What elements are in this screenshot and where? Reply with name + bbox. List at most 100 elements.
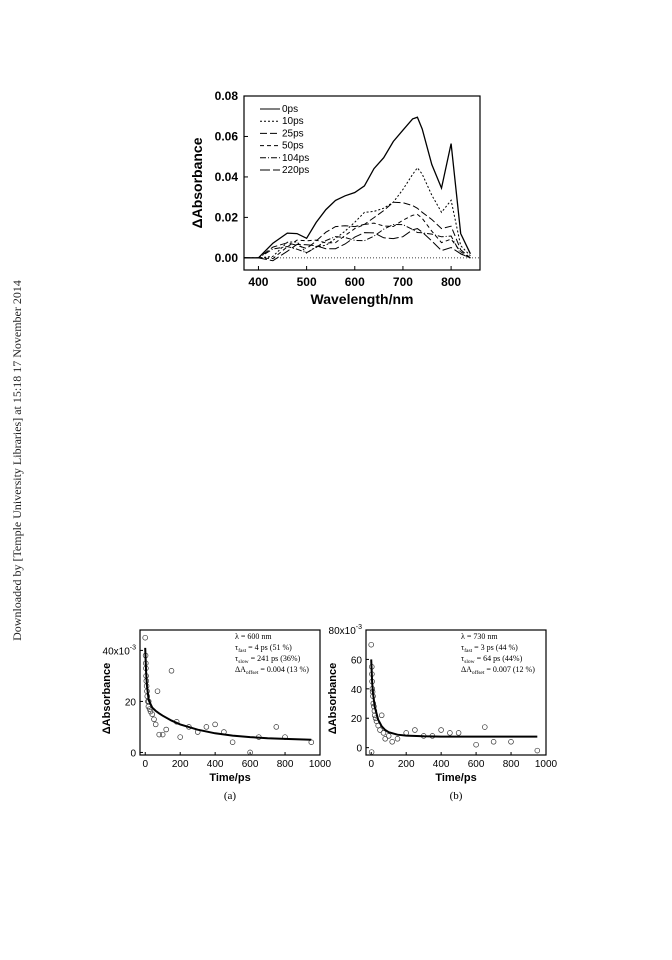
data-point (377, 727, 383, 733)
annotation-wavelength: λ = 730 nm (461, 632, 498, 641)
x-tick-label: 0 (368, 759, 374, 770)
annotation-subscript: offset (472, 669, 485, 676)
legend-label: 0ps (282, 104, 298, 115)
data-point (482, 724, 488, 730)
y-tick-label: 60 (351, 655, 363, 666)
x-tick-label: 800 (277, 759, 294, 770)
fit-curve (144, 647, 312, 741)
series-line-220ps (244, 228, 471, 262)
y-tick-label: 0 (130, 748, 136, 759)
download-watermark-text: Downloaded by [Temple University Librari… (9, 279, 24, 641)
x-tick-label: 1000 (535, 759, 558, 770)
data-point (382, 736, 388, 742)
annotation-value: = 4 ps (51 %) (246, 643, 292, 652)
data-point (412, 727, 418, 733)
series-line-0ps (244, 116, 471, 259)
annotation-value: = 0.004 (13 %) (258, 665, 309, 674)
legend-label: 50ps (282, 141, 304, 152)
data-point (212, 721, 218, 728)
x-tick-label: 800 (503, 759, 520, 770)
data-point (163, 726, 169, 733)
y-axis-title: ΔAbsorbance (101, 663, 113, 734)
series-line-104ps (244, 223, 471, 259)
data-point (380, 730, 387, 736)
y-axis-title: ΔAbsorbance (189, 137, 205, 228)
data-point (151, 716, 157, 723)
x-tick-label: 200 (398, 759, 415, 770)
data-point (378, 712, 385, 719)
annotation-tau-fast: τfast = 3 ps (44 %) (461, 643, 518, 654)
x-tick-label: 500 (297, 275, 317, 289)
data-point (203, 724, 210, 730)
y-tick-label: 20 (351, 714, 363, 725)
y-exponent: -3 (356, 624, 362, 631)
data-point (273, 724, 280, 730)
fit-curve (370, 659, 538, 738)
y-tick-label: 40x10-3 (103, 644, 137, 657)
y-tick-label: 0.04 (215, 170, 239, 184)
data-point (146, 706, 153, 712)
figure-caption: (b) (450, 790, 463, 802)
x-axis-title: Wavelength/nm (311, 291, 414, 307)
annotation-subscript: offset (246, 669, 259, 676)
annotation-value: = 64 ps (44%) (475, 654, 523, 663)
y-tick-label: 0.08 (215, 89, 239, 103)
x-tick-label: 600 (242, 759, 259, 770)
data-point (447, 730, 453, 736)
y-tick-label: 0.00 (215, 251, 239, 265)
y-tick-label: 80x10-3 (329, 624, 363, 637)
annotation-offset: ΔAoffset = 0.007 (12 %) (461, 665, 535, 676)
x-tick-label: 200 (172, 759, 189, 770)
x-tick-label: 700 (393, 275, 413, 289)
plot-frame (139, 629, 321, 756)
annotation-subscript: fast (238, 647, 246, 654)
data-point (156, 731, 162, 738)
x-tick-label: 0 (142, 759, 148, 770)
x-tick-label: 400 (433, 759, 450, 770)
x-tick-label: 400 (207, 759, 224, 770)
data-point (159, 731, 166, 738)
data-point (308, 739, 315, 745)
y-tick-label: 0 (356, 744, 362, 755)
data-point (154, 688, 161, 694)
data-point (368, 641, 374, 648)
series-line-10ps (244, 166, 471, 259)
x-axis-title: Time/ps (209, 772, 250, 784)
x-tick-label: 400 (248, 275, 268, 289)
data-point (473, 741, 479, 748)
x-tick-label: 600 (468, 759, 485, 770)
annotation-value: = 241 ps (36%) (249, 654, 301, 663)
transient-spectra-chart: 400 500 600 700 800 0.00 0.02 0.04 0.06 0.08 Wavel… (189, 89, 481, 307)
annotation-offset: ΔAoffset = 0.004 (13 %) (235, 665, 309, 676)
plot-frame (243, 95, 481, 271)
annotation-wavelength: λ = 600 nm (235, 632, 272, 641)
legend-label: 104ps (282, 153, 309, 164)
plot-frame (365, 629, 547, 756)
data-point (142, 634, 148, 641)
data-point (368, 749, 375, 755)
data-point (389, 739, 395, 745)
data-point (152, 721, 159, 728)
annotation-subscript: slow (464, 659, 474, 665)
data-point (385, 733, 392, 739)
data-point (438, 727, 444, 733)
annotation-value: = 0.007 (12 %) (484, 665, 535, 674)
data-point (455, 730, 462, 736)
legend-label: 220ps (282, 165, 309, 176)
data-point (508, 739, 514, 745)
y-tick-label: 40 (351, 685, 363, 696)
y-tick-label: 0.06 (215, 129, 239, 143)
series-line-25ps (244, 201, 471, 259)
legend-label: 10ps (282, 116, 304, 127)
x-tick-label: 1000 (309, 759, 332, 770)
y-axis-title: ΔAbsorbance (327, 663, 339, 734)
x-tick-label: 600 (345, 275, 365, 289)
annotation-tau-fast: τfast = 4 ps (51 %) (235, 643, 292, 654)
x-tick-label: 800 (441, 275, 461, 289)
data-point (149, 711, 155, 717)
annotation-value: = 3 ps (44 %) (472, 643, 518, 652)
data-point (177, 734, 183, 740)
annotation-subscript: slow (238, 659, 248, 665)
legend-label: 25ps (282, 128, 304, 139)
data-point (490, 739, 497, 745)
